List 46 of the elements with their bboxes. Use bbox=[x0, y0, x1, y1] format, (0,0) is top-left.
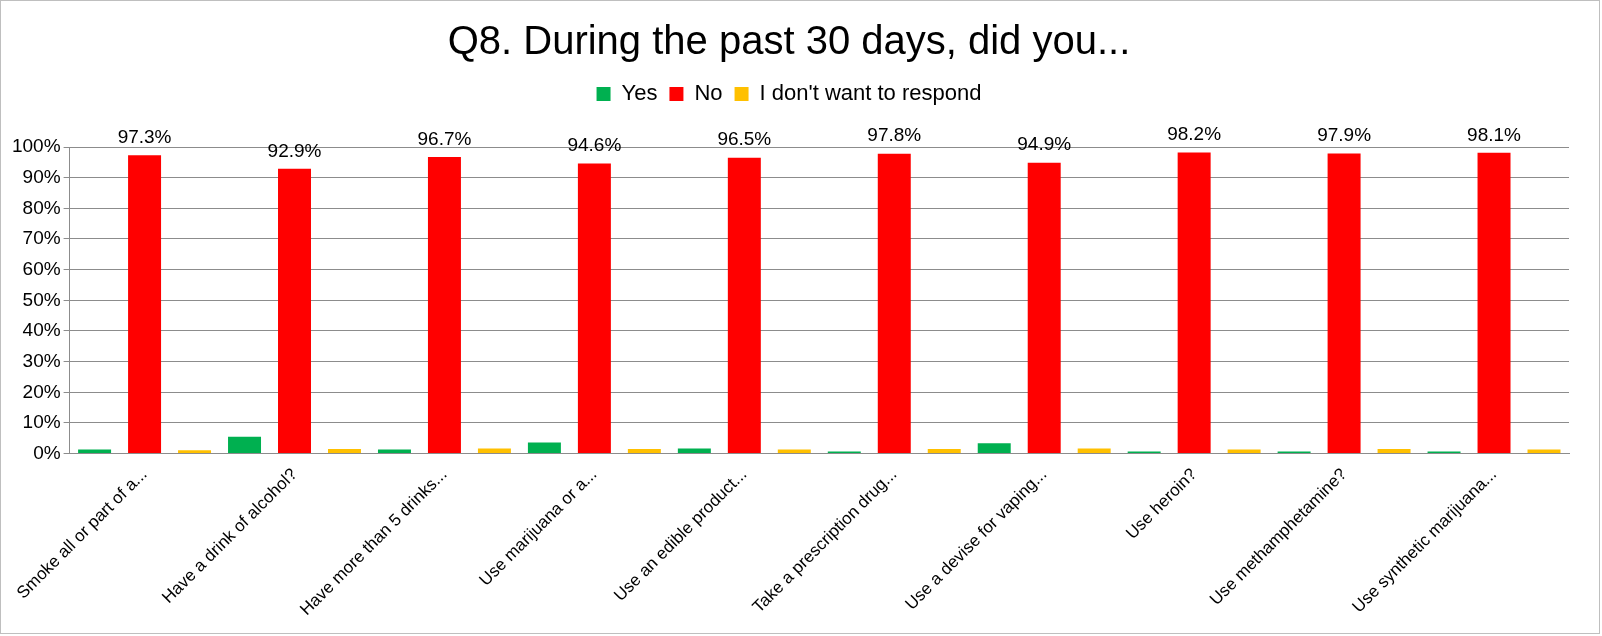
data-label: 94.9% bbox=[1017, 133, 1072, 155]
bar bbox=[727, 157, 761, 454]
bar bbox=[427, 157, 461, 454]
bar bbox=[128, 155, 162, 454]
y-tick-label: 30% bbox=[22, 349, 61, 371]
legend-label: Yes bbox=[621, 80, 658, 106]
data-label: 97.3% bbox=[117, 126, 172, 148]
bar bbox=[228, 436, 262, 454]
data-label: 96.7% bbox=[417, 127, 472, 149]
bar bbox=[327, 449, 361, 454]
y-tick-label: 0% bbox=[33, 441, 61, 463]
bar bbox=[677, 448, 711, 454]
y-tick-label: 90% bbox=[22, 165, 61, 187]
data-label: 97.8% bbox=[867, 124, 922, 146]
y-tick-label: 70% bbox=[22, 227, 61, 249]
bar bbox=[1477, 152, 1511, 454]
bar bbox=[1177, 152, 1211, 454]
data-label: 98.2% bbox=[1167, 123, 1222, 145]
data-label: 92.9% bbox=[267, 139, 322, 161]
y-tick-label: 100% bbox=[11, 135, 61, 157]
y-tick-label: 10% bbox=[22, 411, 61, 433]
bar bbox=[927, 449, 961, 454]
y-tick-label: 50% bbox=[22, 288, 61, 310]
bar bbox=[178, 450, 212, 454]
data-label: 96.5% bbox=[717, 128, 772, 150]
data-label: 97.9% bbox=[1317, 124, 1372, 146]
y-tick-label: 20% bbox=[22, 380, 61, 402]
bar bbox=[627, 449, 661, 454]
bar bbox=[577, 163, 611, 454]
bar bbox=[477, 448, 511, 454]
y-tick-label: 60% bbox=[22, 257, 61, 279]
data-label: 98.1% bbox=[1467, 123, 1522, 145]
bar bbox=[1027, 162, 1061, 454]
bar bbox=[1377, 449, 1411, 454]
bar bbox=[1327, 153, 1361, 454]
bar bbox=[527, 442, 561, 454]
bar bbox=[1077, 448, 1111, 454]
y-tick-label: 80% bbox=[22, 196, 61, 218]
data-label: 94.6% bbox=[567, 134, 622, 156]
legend-label: No bbox=[694, 80, 723, 106]
bar bbox=[977, 443, 1011, 454]
y-tick-label: 40% bbox=[22, 319, 61, 341]
bar bbox=[877, 153, 911, 454]
chart-title: Q8. During the past 30 days, did you... bbox=[447, 18, 1131, 63]
legend-label: I don't want to respond bbox=[759, 80, 982, 106]
bar bbox=[278, 168, 311, 454]
